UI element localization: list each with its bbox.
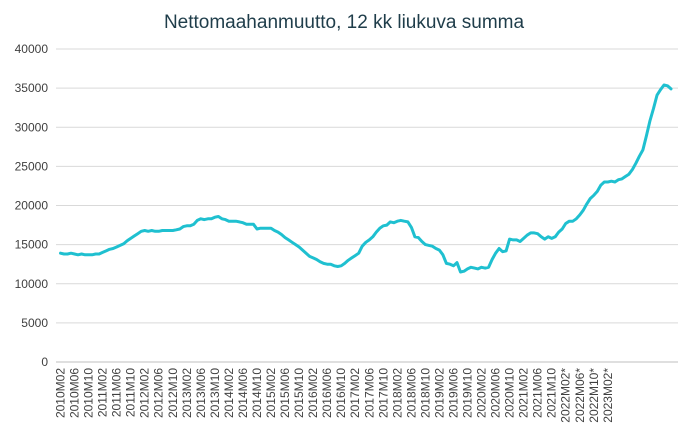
x-tick-label: 2012M06 xyxy=(152,368,166,418)
x-tick-label: 2014M06 xyxy=(236,368,250,418)
x-axis-ticks: 2010M02 2010M06 2010M10 2011M02 2011M06 2011M… xyxy=(54,368,615,423)
x-tick-label: 2020M10 xyxy=(503,368,517,418)
x-tick-label: 2022M02* xyxy=(559,368,573,423)
chart-title: Nettomaahanmuutto, 12 kk liukuva summa xyxy=(164,12,525,33)
y-tick-label: 25000 xyxy=(15,159,49,173)
x-tick-label: 2017M06 xyxy=(362,368,376,418)
x-tick-label: 2018M06 xyxy=(404,368,418,418)
x-tick-label: 2013M10 xyxy=(208,368,222,418)
x-tick-label: 2011M10 xyxy=(124,368,138,417)
y-tick-label: 40000 xyxy=(15,42,49,56)
x-tick-label: 2016M02 xyxy=(306,368,320,418)
x-tick-label: 2013M02 xyxy=(180,368,194,418)
x-tick-label: 2010M02 xyxy=(54,368,68,418)
x-tick-label: 2012M02 xyxy=(138,368,152,418)
y-tick-label: 20000 xyxy=(15,199,49,213)
y-axis-ticks: 0 5000 10000 15000 20000 25000 30000 35000 40000 xyxy=(15,42,49,369)
x-tick-label: 2018M10 xyxy=(418,368,432,418)
x-tick-label: 2019M06 xyxy=(447,368,461,418)
x-tick-label: 2020M02 xyxy=(475,368,489,418)
series-line xyxy=(59,83,673,274)
x-tick-label: 2017M10 xyxy=(376,368,390,418)
x-tick-label: 2013M06 xyxy=(194,368,208,418)
x-tick-label: 2010M06 xyxy=(68,368,82,418)
y-tick-label: 15000 xyxy=(15,238,49,252)
x-tick-label: 2019M10 xyxy=(461,368,475,418)
x-tick-label: 2020M06 xyxy=(489,368,503,418)
x-tick-label: 2015M10 xyxy=(292,368,306,418)
x-tick-label: 2022M06* xyxy=(573,368,587,423)
x-tick-label: 2018M02 xyxy=(390,368,404,418)
x-tick-label: 2019M02 xyxy=(432,368,446,418)
y-tick-label: 5000 xyxy=(21,316,48,330)
x-tick-label: 2015M02 xyxy=(264,368,278,418)
gridlines xyxy=(56,48,678,324)
x-tick-label: 2011M02 xyxy=(96,368,110,417)
x-tick-label: 2023M02* xyxy=(601,368,615,423)
y-tick-label: 0 xyxy=(41,355,48,369)
x-tick-label: 2016M10 xyxy=(334,368,348,418)
y-tick-label: 35000 xyxy=(15,81,49,95)
y-tick-label: 30000 xyxy=(15,120,49,134)
x-tick-label: 2021M10 xyxy=(545,368,559,418)
x-tick-label: 2022M10* xyxy=(587,368,601,423)
x-tick-label: 2017M02 xyxy=(348,368,362,418)
x-tick-label: 2014M10 xyxy=(250,368,264,418)
x-tick-label: 2021M02 xyxy=(517,368,531,418)
x-tick-label: 2012M10 xyxy=(166,368,180,418)
y-tick-label: 10000 xyxy=(15,277,49,291)
x-tick-label: 2021M06 xyxy=(531,368,545,418)
x-tick-label: 2014M02 xyxy=(222,368,236,418)
x-tick-label: 2015M06 xyxy=(278,368,292,418)
x-tick-label: 2011M06 xyxy=(110,368,124,417)
x-tick-label: 2016M06 xyxy=(320,368,334,418)
x-tick-label: 2010M10 xyxy=(82,368,96,418)
